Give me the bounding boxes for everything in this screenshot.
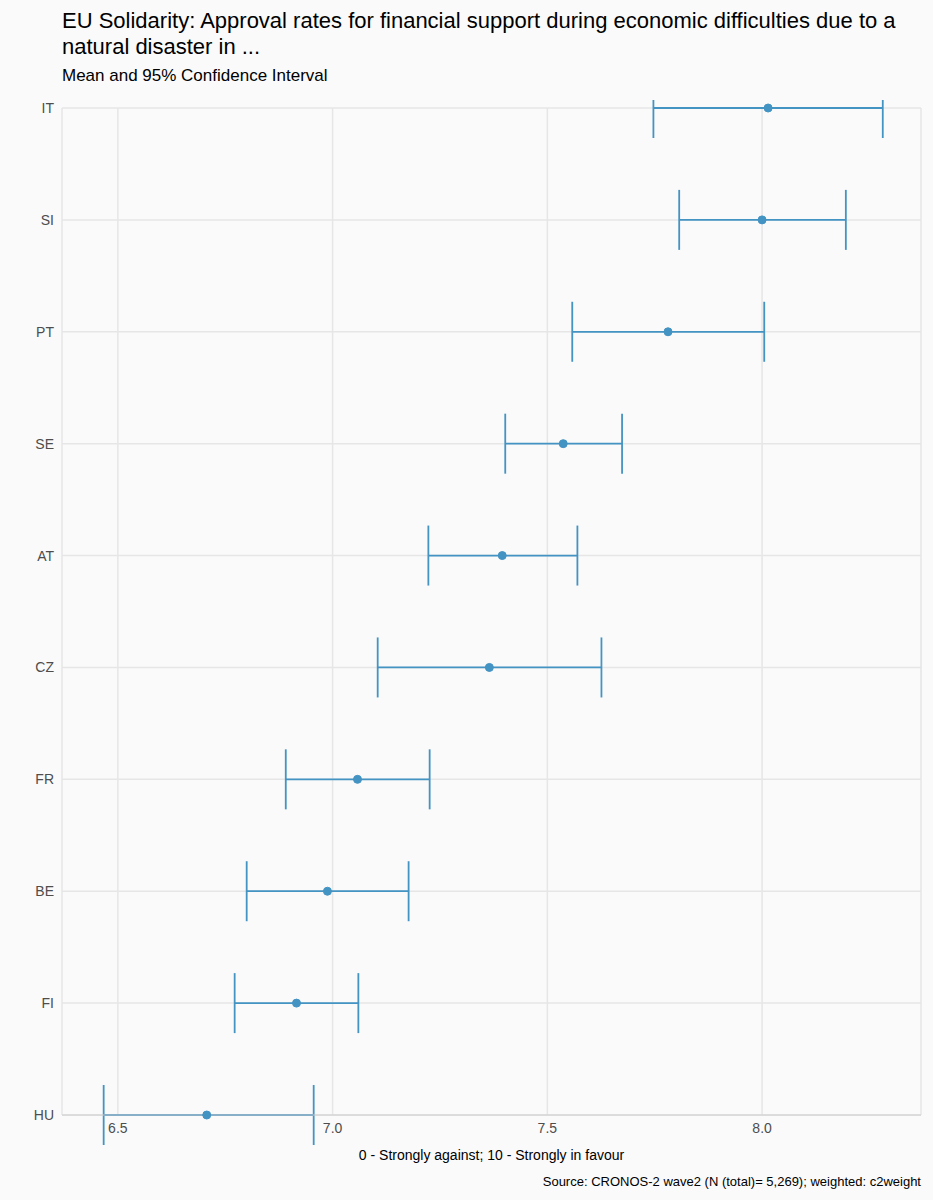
svg-text:SI: SI — [41, 212, 54, 228]
svg-text:7.5: 7.5 — [538, 1120, 558, 1136]
svg-text:7.0: 7.0 — [323, 1120, 343, 1136]
svg-text:HU: HU — [34, 1107, 54, 1123]
svg-text:FI: FI — [42, 995, 54, 1011]
html-text:Source: CRONOS-2 wave2 (N (tot: Source: CRONOS-2 wave2 (N (total)= 5,269… — [542, 1174, 921, 1189]
svg-text:0 - Strongly against; 10 - Str: 0 - Strongly against; 10 - Strongly in f… — [359, 1147, 625, 1163]
svg-text:CZ: CZ — [35, 659, 54, 675]
svg-text:SE: SE — [35, 436, 54, 452]
svg-text:8.0: 8.0 — [752, 1120, 772, 1136]
html-text:EU Solidarity: Approval rates: EU Solidarity: Approval rates for financ… — [62, 8, 896, 59]
svg-text:FR: FR — [35, 771, 54, 787]
svg-text:BE: BE — [35, 883, 54, 899]
html-text:Mean and 95% Confidence Interv: Mean and 95% Confidence Interval — [62, 66, 328, 85]
svg-text:PT: PT — [36, 324, 54, 340]
svg-text:AT: AT — [37, 548, 54, 564]
svg-text:IT: IT — [42, 100, 55, 116]
svg-text:6.5: 6.5 — [108, 1120, 128, 1136]
